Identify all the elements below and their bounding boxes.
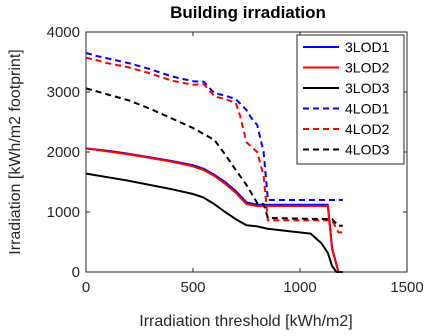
y-axis-label: Irradiation [kWh/m2 footprint] [7,49,24,254]
legend-label-4lod1: 4LOD1 [345,101,390,117]
series-line-4lod2 [85,56,343,234]
ticks-layer: 0 500 1000 1500 0 1000 2000 3000 4000 [47,24,424,296]
chart-title: Building irradiation [170,3,326,22]
y-tick-label: 4000 [47,24,80,41]
x-axis-label: Irradiation threshold [kWh/m2] [139,313,352,330]
legend: 3LOD1 3LOD2 3LOD3 4LOD1 4LOD2 4LOD3 [296,34,405,165]
x-tick-label: 1000 [283,279,316,296]
x-tick-label: 500 [180,279,205,296]
series-line-4lod1 [85,52,343,201]
series-line-3lod2 [85,147,343,273]
series-layer [85,52,343,273]
legend-label-4lod3: 4LOD3 [345,142,390,158]
legend-label-3lod1: 3LOD1 [345,39,390,55]
x-tick-label: 0 [82,279,90,296]
y-tick-label: 1000 [47,204,80,221]
y-tick-label: 3000 [47,84,80,101]
y-tick-label: 0 [72,264,80,281]
x-tick-label: 1500 [390,279,423,296]
y-tick-label: 2000 [47,144,80,161]
legend-box [296,34,405,165]
series-line-3lod3 [85,172,343,273]
legend-label-3lod2: 3LOD2 [345,60,390,76]
legend-label-4lod2: 4LOD2 [345,121,390,137]
legend-label-3lod3: 3LOD3 [345,80,390,96]
